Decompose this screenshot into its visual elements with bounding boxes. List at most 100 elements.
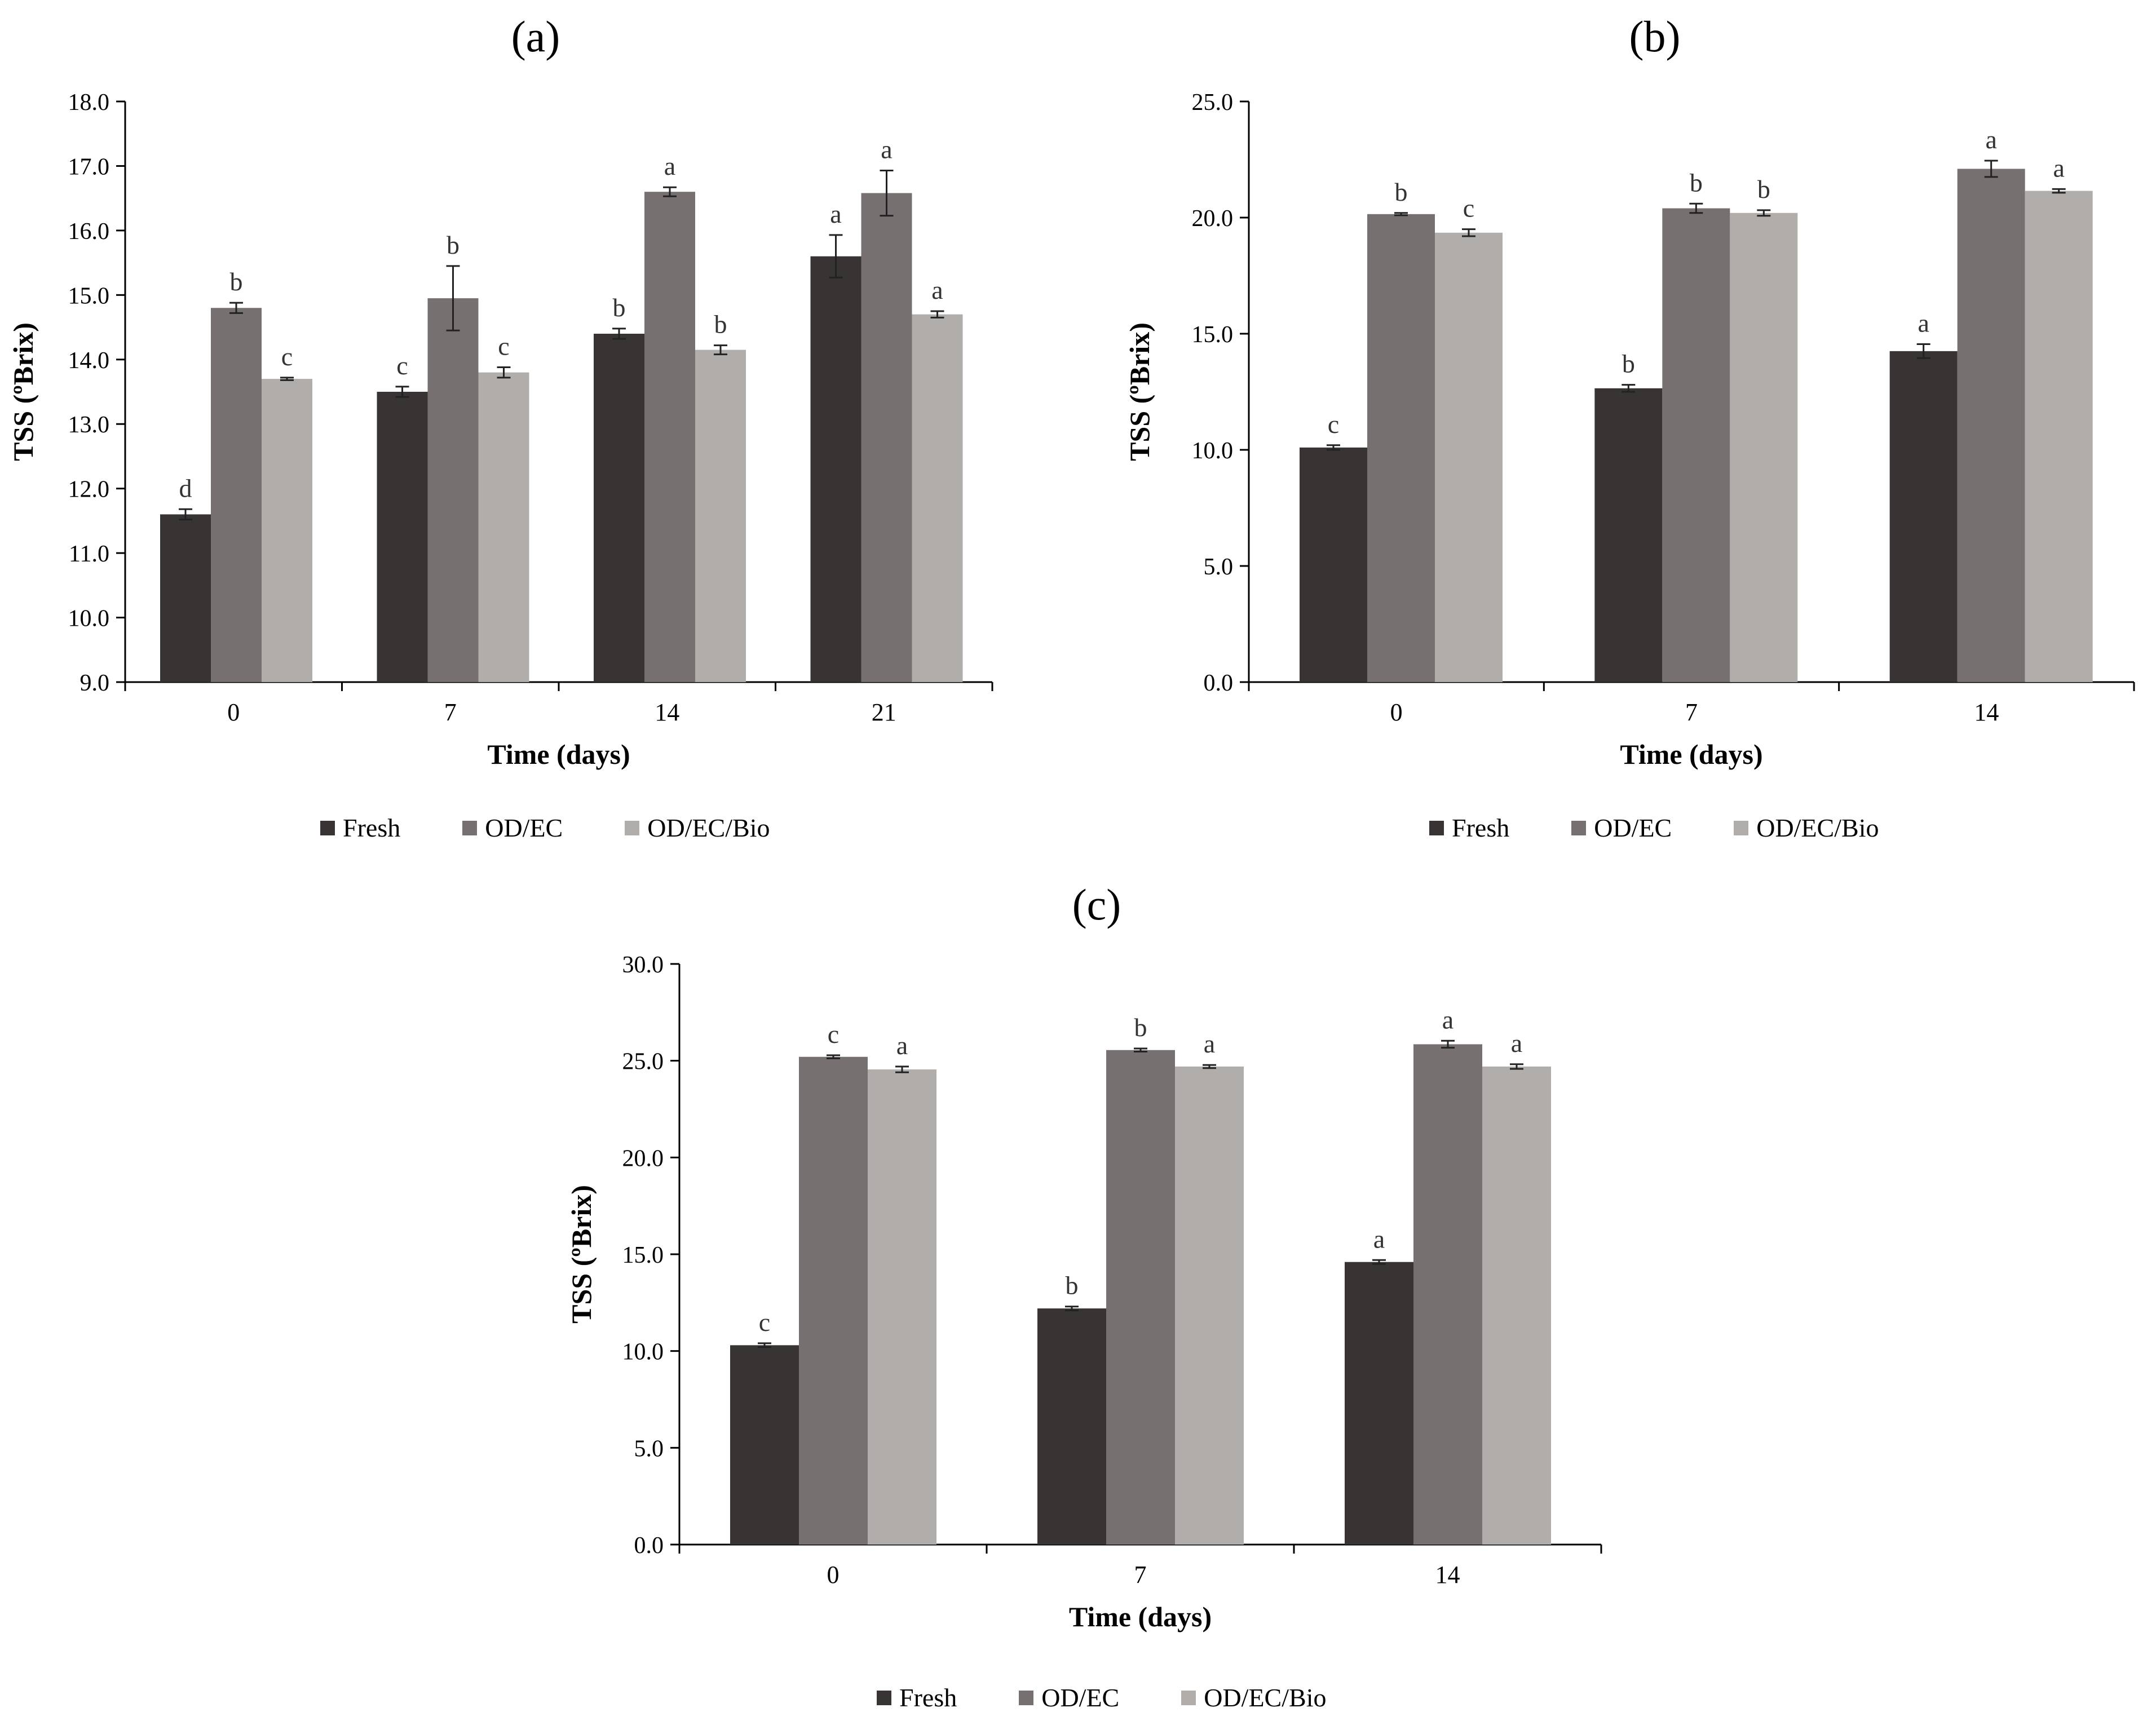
significance-letter: c <box>1463 194 1474 223</box>
legend-label: OD/EC <box>1594 813 1672 842</box>
panel-title-c: (c) <box>1072 880 1121 929</box>
bar-od-ec <box>1662 208 1730 682</box>
legend-item-fresh: Fresh <box>1429 813 1509 843</box>
x-tick-label: 0 <box>827 1561 840 1589</box>
y-tick-label: 17.0 <box>68 154 110 180</box>
significance-letter: a <box>1204 1029 1215 1058</box>
bar-fresh <box>1300 447 1367 682</box>
x-tick-label: 0 <box>227 698 240 726</box>
significance-letter: a <box>881 135 892 163</box>
legend-swatch <box>1571 820 1587 835</box>
bar-fresh <box>1037 1308 1106 1545</box>
x-axis-title: Time (days) <box>487 738 630 770</box>
significance-letter: b <box>447 231 460 259</box>
bar-fresh <box>594 334 644 682</box>
x-tick-label: 7 <box>444 698 457 726</box>
legend-item-odecbio: OD/EC/Bio <box>625 813 770 843</box>
bar-od-ec <box>211 308 262 682</box>
bar-od-ec <box>1413 1044 1482 1545</box>
bar-od-ec-bio <box>695 349 746 682</box>
bar-fresh <box>810 256 861 683</box>
bar-fresh <box>730 1345 799 1545</box>
legend-item-odec: OD/EC <box>462 813 563 843</box>
legend-label: Fresh <box>899 1683 957 1712</box>
significance-letter: b <box>230 267 243 296</box>
chart-b: 0.0 5.0 10.0 15.0 20.0 25.0 c b c 0 b b b 7 a a a 14 Time … <box>1124 90 2135 770</box>
legend-swatch <box>877 1690 891 1705</box>
y-tick-label: 25.0 <box>1192 90 1234 116</box>
panel-title-a: (a) <box>511 12 560 61</box>
x-tick-label: 0 <box>1390 698 1403 726</box>
y-tick-label: 13.0 <box>68 412 110 438</box>
y-tick-label: 30.0 <box>622 952 664 978</box>
legend-swatch <box>1734 820 1749 835</box>
bar-fresh <box>1889 351 1958 682</box>
legend-label: OD/EC <box>485 813 563 842</box>
y-tick-label: 10.0 <box>68 606 110 632</box>
legend-swatch <box>1429 820 1444 835</box>
y-tick-label: 20.0 <box>1192 206 1234 232</box>
y-tick-label: 16.0 <box>68 219 110 245</box>
y-axis-title: TSS (ºBrix) <box>565 1185 597 1324</box>
y-tick-label: 0.0 <box>634 1533 664 1559</box>
significance-letter: c <box>759 1308 770 1337</box>
bar-od-ec <box>861 193 912 682</box>
x-tick-label: 21 <box>872 698 896 726</box>
y-tick-label: 9.0 <box>80 670 110 696</box>
significance-letter: b <box>1066 1271 1079 1300</box>
x-tick-label: 14 <box>1974 698 1999 726</box>
legend-b: Fresh OD/EC OD/EC/Bio <box>1429 813 1941 843</box>
significance-letter: c <box>498 332 509 361</box>
x-tick-label: 14 <box>1435 1561 1460 1589</box>
significance-letter: b <box>1134 1013 1147 1042</box>
bar-od-ec <box>644 192 695 682</box>
significance-letter: b <box>1395 178 1408 206</box>
significance-letter: b <box>1622 349 1635 378</box>
significance-letter: a <box>830 200 841 228</box>
legend-swatch <box>462 820 478 835</box>
legend-label: OD/EC/Bio <box>647 813 770 842</box>
significance-letter: c <box>1328 410 1339 439</box>
y-tick-label: 18.0 <box>68 90 110 116</box>
significance-letter: b <box>613 293 626 322</box>
y-tick-label: 11.0 <box>69 541 109 567</box>
legend-swatch <box>1181 1690 1196 1705</box>
significance-letter: a <box>896 1031 908 1060</box>
legend-swatch <box>625 820 640 835</box>
y-tick-label: 10.0 <box>1192 438 1234 464</box>
legend-a: Fresh OD/EC OD/EC/Bio <box>320 813 832 843</box>
x-tick-label: 7 <box>1685 698 1698 726</box>
y-tick-label: 15.0 <box>68 283 110 309</box>
y-tick-label: 15.0 <box>1192 322 1234 348</box>
legend-item-fresh: Fresh <box>877 1683 957 1713</box>
legend-item-odecbio: OD/EC/Bio <box>1734 813 1879 843</box>
bar-od-ec-bio <box>1482 1066 1551 1545</box>
y-tick-label: 5.0 <box>1204 554 1234 580</box>
y-tick-label: 0.0 <box>1204 670 1234 696</box>
significance-letter: a <box>664 152 675 180</box>
significance-letter: c <box>396 351 408 380</box>
legend-item-fresh: Fresh <box>320 813 400 843</box>
bar-od-ec <box>799 1056 868 1545</box>
y-tick-label: 5.0 <box>634 1436 664 1462</box>
x-axis-title: Time (days) <box>1069 1601 1212 1632</box>
significance-letter: c <box>281 342 293 371</box>
significance-letter: b <box>1757 175 1770 203</box>
bar-od-ec <box>1957 169 2025 682</box>
x-tick-label: 14 <box>655 698 679 726</box>
bar-fresh <box>160 514 211 682</box>
legend-label: Fresh <box>1452 813 1510 842</box>
significance-letter: a <box>1442 1005 1453 1034</box>
legend-swatch <box>1019 1690 1034 1705</box>
bar-fresh <box>377 392 428 682</box>
bar-od-ec-bio <box>1730 213 1798 682</box>
legend-label: OD/EC/Bio <box>1756 813 1879 842</box>
significance-letter: a <box>1511 1029 1522 1058</box>
significance-letter: a <box>1373 1224 1385 1253</box>
bar-od-ec-bio <box>1175 1066 1244 1545</box>
significance-letter: a <box>931 276 943 304</box>
bar-od-ec-bio <box>868 1069 936 1545</box>
significance-letter: a <box>2053 153 2064 182</box>
y-axis-title: TSS (ºBrix) <box>7 322 39 461</box>
y-tick-label: 20.0 <box>622 1145 664 1171</box>
